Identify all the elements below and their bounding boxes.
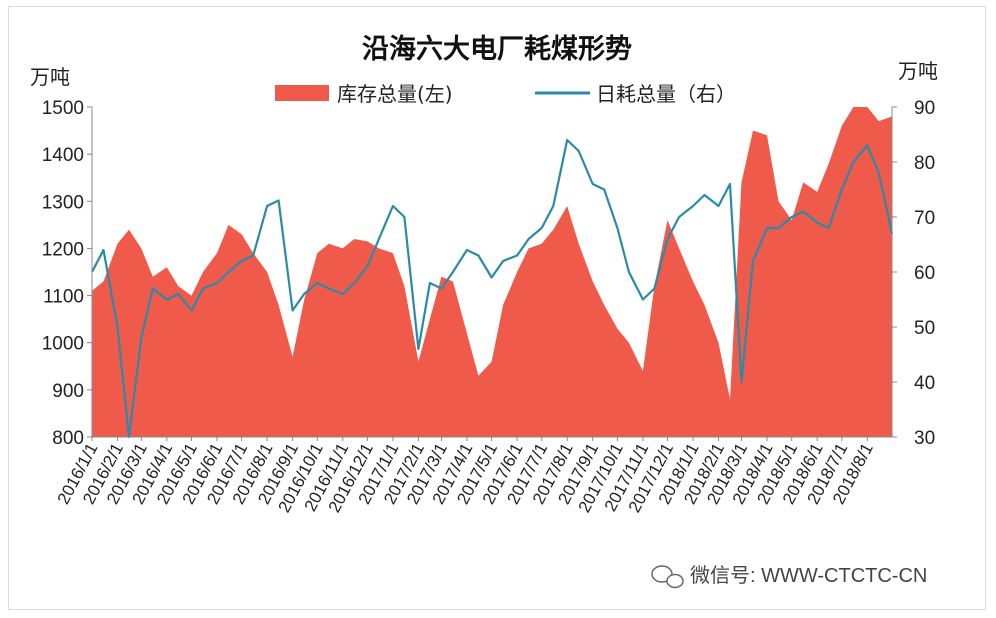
plot-area (91, 107, 894, 439)
series-line-daily (91, 138, 894, 439)
left-tick-label: 1000 (42, 334, 84, 355)
left-tick-label: 900 (52, 381, 84, 402)
x-axis-ticks: 2016/1/12016/2/12016/3/12016/4/12016/5/1… (54, 437, 877, 516)
right-tick-label: 30 (914, 428, 935, 449)
right-axis-unit: 万吨 (898, 59, 938, 83)
watermark-text: 微信号: WWW-CTCTC-CN (690, 564, 927, 587)
left-tick-label: 1400 (42, 145, 84, 166)
left-axis-ticks: 1500 1400 1300 1200 1100 1000 900 800 (42, 98, 92, 449)
legend-label-stock: 库存总量(左) (337, 82, 453, 106)
right-tick-label: 60 (914, 263, 935, 284)
left-tick-label: 1500 (42, 98, 84, 119)
wechat-icon (651, 565, 684, 589)
right-tick-label: 70 (914, 208, 935, 229)
right-tick-label: 50 (914, 318, 935, 339)
legend-label-daily: 日耗总量（右） (596, 82, 736, 106)
legend-swatch-stock (275, 85, 329, 101)
left-tick-label: 1100 (43, 287, 84, 308)
chart-title: 沿海六大电厂耗煤形势 (362, 34, 632, 65)
series-area-stock (92, 107, 892, 437)
left-tick-label: 1300 (42, 192, 84, 213)
left-tick-label: 800 (52, 428, 84, 449)
right-tick-label: 90 (914, 98, 935, 119)
right-axis-ticks: 90 80 70 60 50 40 30 (892, 98, 935, 449)
right-tick-label: 40 (914, 373, 935, 394)
right-tick-label: 80 (914, 153, 935, 174)
left-tick-label: 1200 (42, 239, 84, 260)
left-axis-unit: 万吨 (30, 65, 70, 89)
